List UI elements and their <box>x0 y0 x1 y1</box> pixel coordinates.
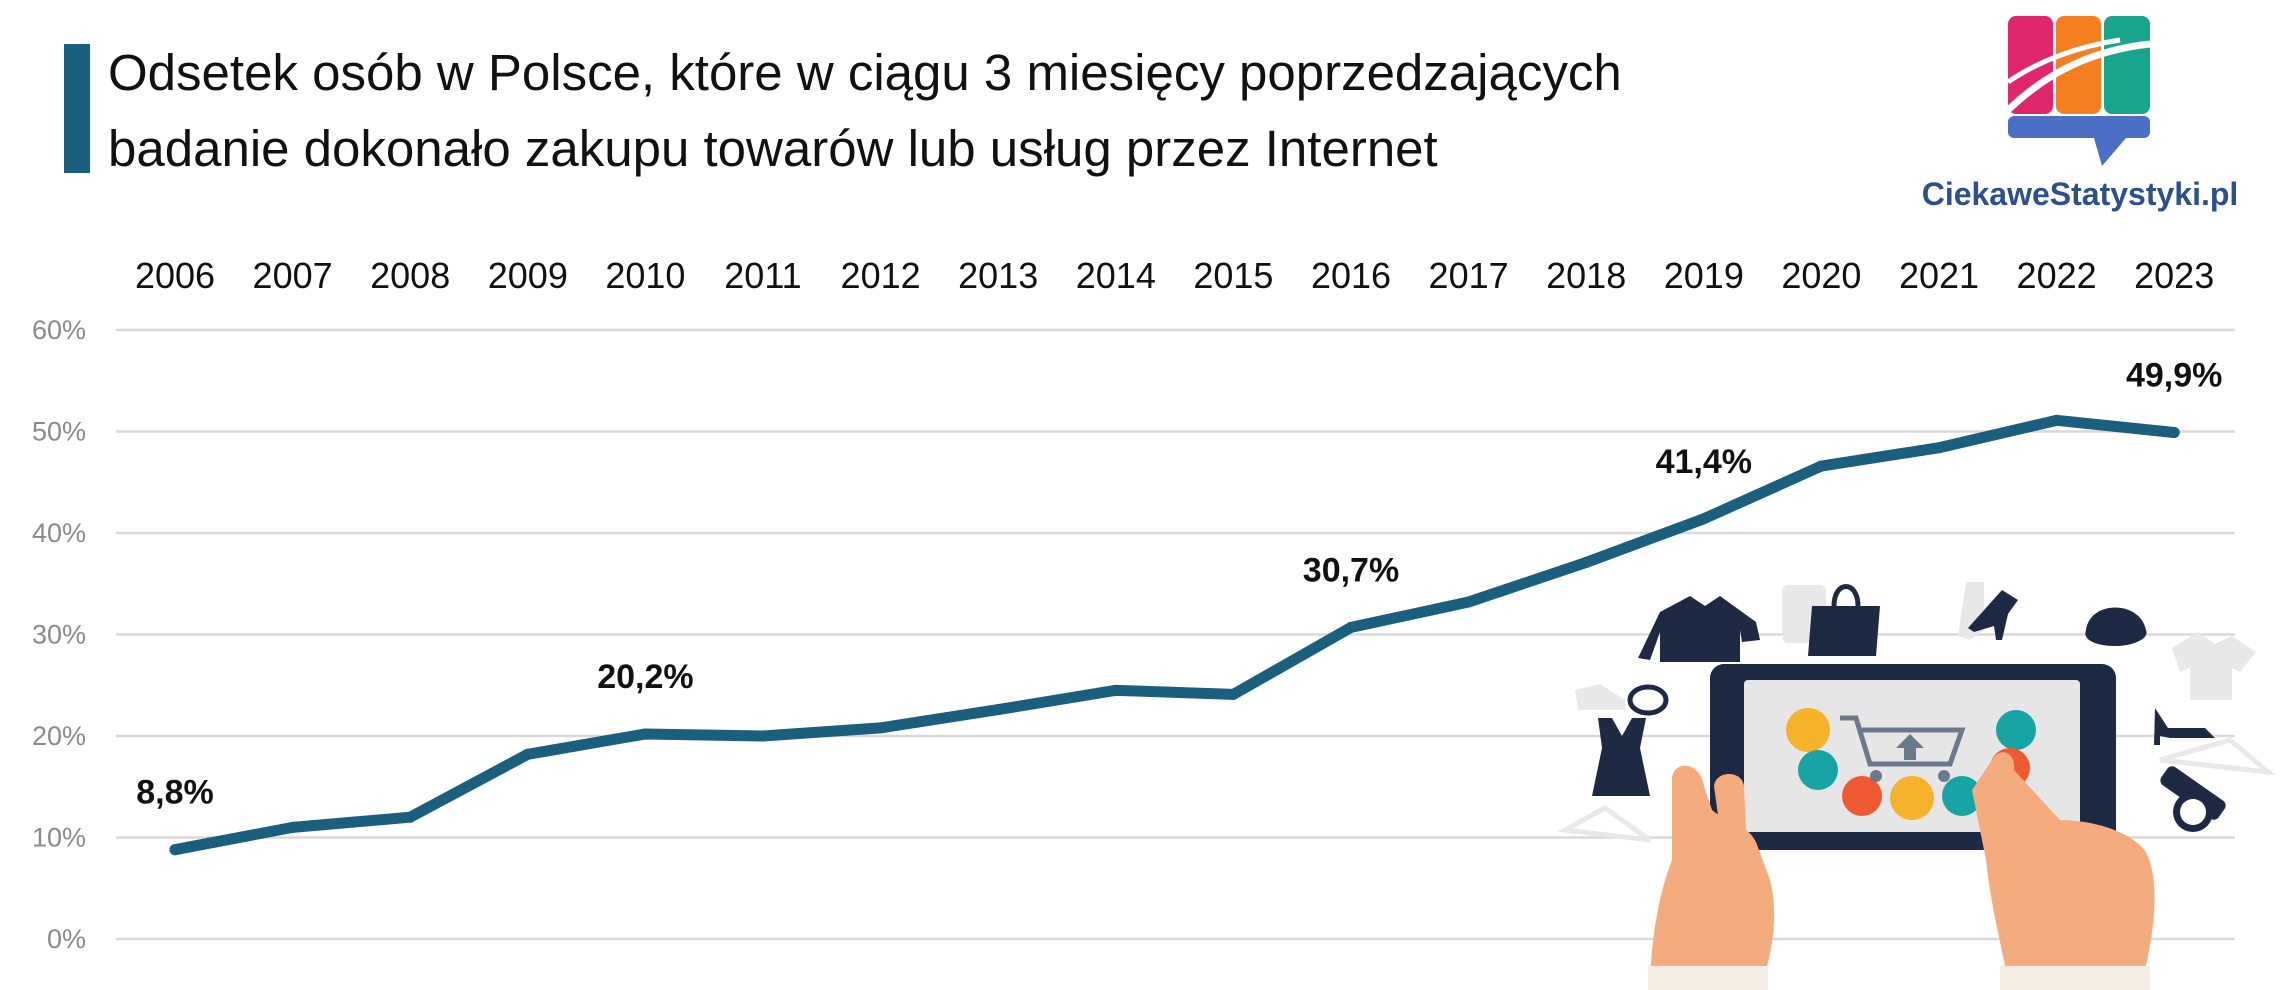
x-tick-label: 2021 <box>1899 255 1979 296</box>
x-tick-label: 2011 <box>724 255 801 296</box>
data-point <box>1110 684 1122 696</box>
brand-name: CiekaweStatystyki.pl <box>1922 176 2239 212</box>
left-hand <box>1650 765 1775 990</box>
left-sleeve-cuff <box>1648 966 1768 990</box>
title-accent-bar <box>64 44 90 173</box>
logo-growth-curve-2 <box>2006 37 2121 85</box>
x-tick-label: 2017 <box>1429 255 1509 296</box>
jacket-icon <box>1638 596 1760 662</box>
ghost-hanger-left-icon <box>1556 805 1652 843</box>
data-point <box>757 730 769 742</box>
x-tick-label: 2008 <box>370 255 450 296</box>
hat-icon <box>2085 607 2147 646</box>
x-tick-label: 2016 <box>1311 255 1391 296</box>
y-tick-label: 10% <box>32 823 86 853</box>
data-point <box>875 722 887 734</box>
data-labels: 8,8% 20,2% 30,7% 41,4% 49,9% <box>136 357 2222 812</box>
data-point <box>1698 513 1710 525</box>
x-tick-label: 2006 <box>135 255 215 296</box>
logo-bar-teal <box>2104 16 2150 114</box>
chart-title-line2: badanie dokonało zakupu towarów lub usłu… <box>108 120 1438 177</box>
data-point <box>2051 414 2063 426</box>
x-tick-label: 2022 <box>2017 255 2097 296</box>
data-point <box>1345 621 1357 633</box>
data-point <box>1815 460 1827 472</box>
right-hand <box>1972 752 2155 990</box>
data-label-2010: 20,2% <box>597 658 693 696</box>
logo-speech-tail <box>2094 138 2126 166</box>
data-label-2016: 30,7% <box>1303 551 1399 589</box>
chart-title-line1: Odsetek osób w Polsce, które w ciągu 3 m… <box>108 44 1622 101</box>
pump-shoe-icon <box>2154 708 2215 745</box>
x-tick-label: 2015 <box>1193 255 1273 296</box>
x-tick-label: 2007 <box>253 255 333 296</box>
screen-tag-icon <box>1996 710 2036 750</box>
x-tick-label: 2010 <box>605 255 685 296</box>
logo-growth-curve <box>2005 40 2151 113</box>
logo-base-blue <box>2008 116 2150 138</box>
left-thumb <box>1714 774 1746 830</box>
screen-boot-icon <box>1786 708 1830 752</box>
x-tick-label: 2019 <box>1664 255 1744 296</box>
x-tick-label: 2014 <box>1076 255 1156 296</box>
brand-logo: CiekaweStatystyki.pl <box>1922 16 2239 212</box>
ghost-boot-icon <box>1958 582 1984 640</box>
x-tick-label: 2023 <box>2134 255 2214 296</box>
screen-dress-icon <box>1942 776 1982 816</box>
y-axis-ticks: 0% 10% 20% 30% 40% 50% 60% <box>32 315 86 954</box>
y-tick-label: 50% <box>32 417 86 447</box>
handbag-handle-icon <box>1831 584 1861 607</box>
y-tick-label: 20% <box>32 721 86 751</box>
screen-scarf-icon <box>1890 776 1934 820</box>
logo-bar-pink <box>2008 16 2053 114</box>
x-axis-labels: 2006 2007 2008 2009 2010 2011 2012 2013 2014 2015… <box>135 255 2214 296</box>
x-tick-label: 2018 <box>1546 255 1626 296</box>
data-label-2019: 41,4% <box>1656 443 1752 481</box>
data-point <box>992 704 1004 716</box>
data-points <box>169 414 2180 856</box>
y-tick-label: 60% <box>32 315 86 345</box>
y-tick-label: 0% <box>47 924 86 954</box>
data-point <box>1933 442 1945 454</box>
data-point <box>169 844 181 856</box>
x-tick-label: 2009 <box>488 255 568 296</box>
chart-gridlines <box>116 328 2235 941</box>
data-point <box>639 728 651 740</box>
data-point <box>1580 556 1592 568</box>
y-tick-label: 40% <box>32 518 86 548</box>
handbag-icon <box>1808 606 1880 656</box>
screen-shirt-icon <box>1798 750 1838 790</box>
data-label-2023: 49,9% <box>2126 357 2222 395</box>
right-sleeve-cuff <box>2000 966 2150 990</box>
x-tick-label: 2020 <box>1781 255 1861 296</box>
data-point <box>522 748 534 760</box>
data-label-2006: 8,8% <box>136 774 214 812</box>
data-point <box>1227 688 1239 700</box>
ghost-hanger-icon <box>2159 737 2276 776</box>
screen-hat-icon <box>1842 776 1882 816</box>
data-point <box>287 821 299 833</box>
high-heel-icon <box>1968 590 2018 640</box>
ring-icon <box>1627 684 1669 716</box>
data-point <box>404 811 416 823</box>
y-tick-label: 30% <box>32 620 86 650</box>
tablet-shopping-illustration <box>1556 582 2276 990</box>
tank-top-icon <box>1592 718 1650 796</box>
ghost-shirt-icon <box>2172 632 2256 700</box>
ghost-shoe-icon <box>1575 684 1625 710</box>
shopping-cart-icon <box>1840 715 1966 782</box>
x-tick-label: 2013 <box>958 255 1038 296</box>
watch-icon <box>2160 766 2226 832</box>
series-line <box>169 414 2180 856</box>
data-point <box>2168 427 2180 439</box>
data-point <box>1463 596 1475 608</box>
x-tick-label: 2012 <box>841 255 921 296</box>
